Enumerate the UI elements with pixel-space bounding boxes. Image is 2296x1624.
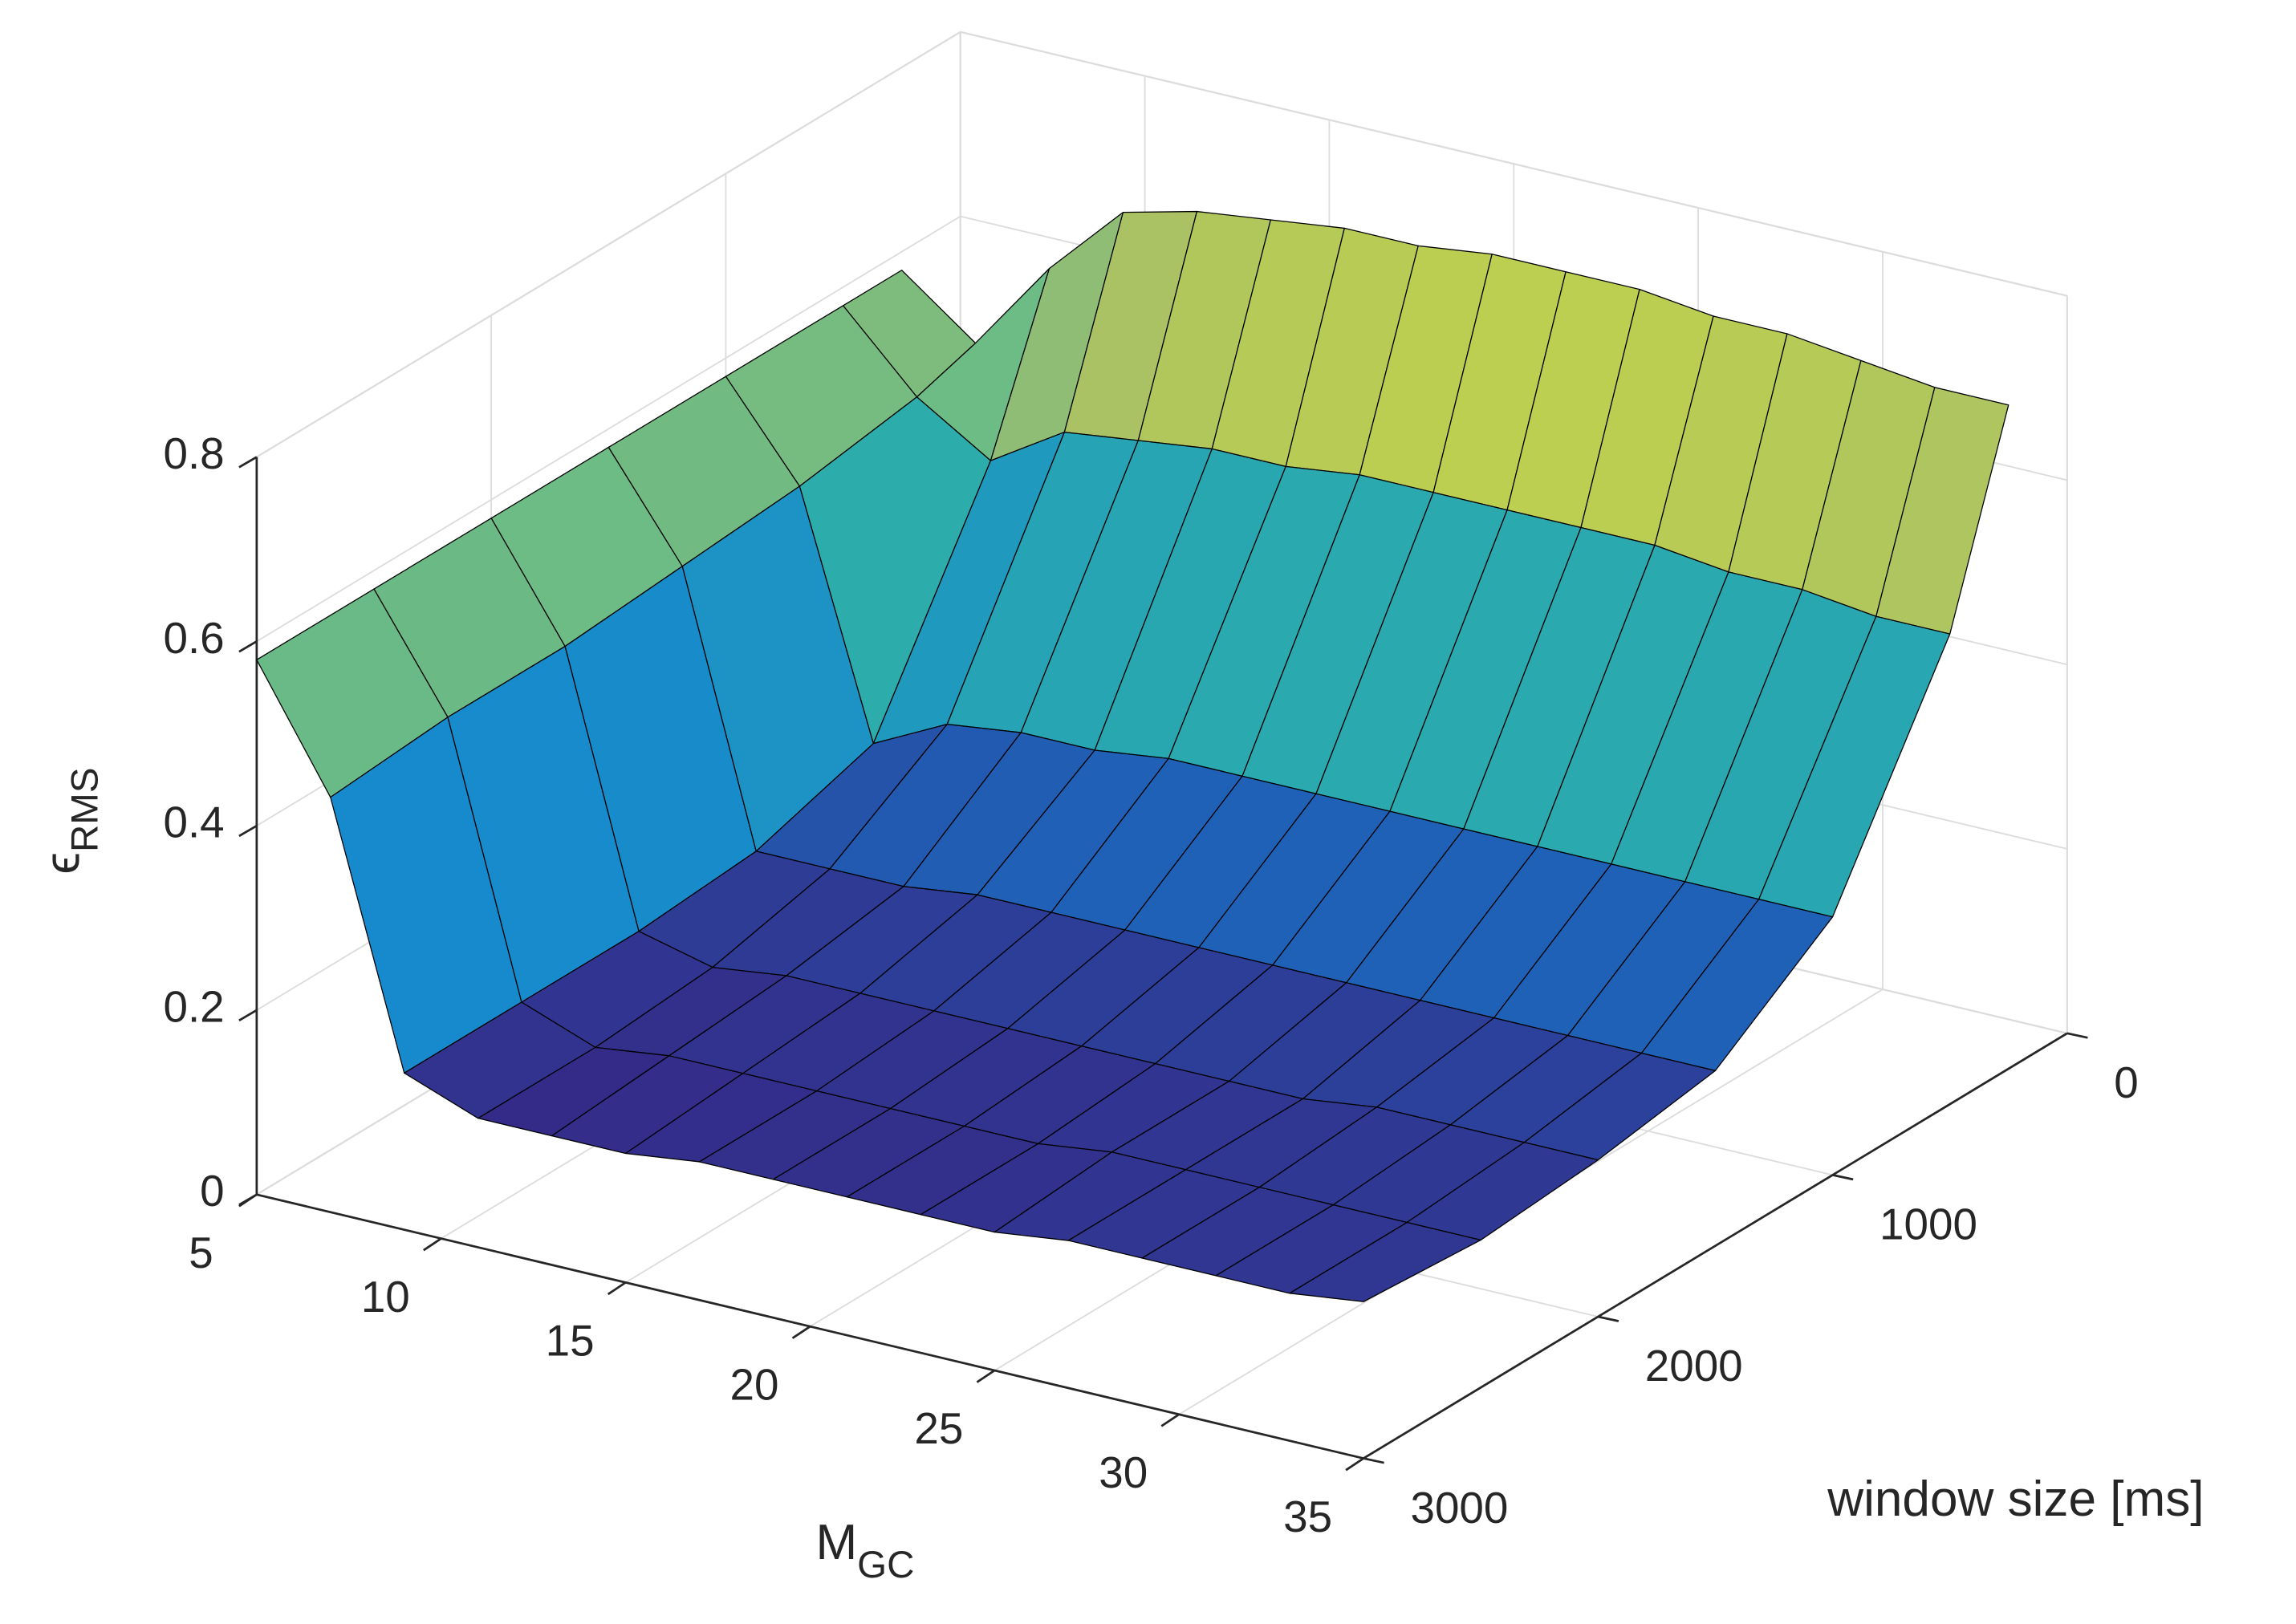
x-tick-label: 5 [189, 1228, 213, 1277]
x-tick-label: 25 [914, 1403, 963, 1453]
y-tick [1363, 1457, 1384, 1464]
x-axis-label-base: M [815, 1516, 857, 1571]
grid-line [256, 215, 961, 643]
x-tick [607, 1281, 627, 1296]
z-axis-label-sub: RMS [63, 767, 106, 852]
x-tick-label: 10 [361, 1272, 410, 1322]
x-tick [238, 1193, 258, 1208]
z-axis-label: ϵRMS [35, 767, 107, 874]
x-tick [976, 1369, 996, 1383]
y-tick [1598, 1315, 1619, 1322]
y-tick [1832, 1174, 1854, 1181]
y-axis [1363, 1032, 2068, 1460]
y-tick-label: 2000 [1645, 1341, 1743, 1391]
x-axis-label-sub: GC [857, 1544, 914, 1586]
z-tick-label: 0 [200, 1166, 224, 1216]
x-tick-label: 20 [730, 1359, 779, 1409]
x-tick-label: 15 [546, 1316, 595, 1366]
z-tick-label: 0.4 [163, 798, 224, 847]
x-tick [423, 1237, 442, 1252]
z-tick [238, 456, 258, 469]
z-tick [238, 824, 258, 838]
y-tick-label: 0 [2114, 1058, 2138, 1107]
surface-cell [1289, 1221, 1481, 1302]
y-tick-label: 3000 [1410, 1483, 1508, 1533]
z-tick-label: 0.2 [163, 981, 224, 1031]
x-tick-label: 35 [1283, 1492, 1332, 1541]
z-tick [238, 640, 258, 653]
x-axis-label: MGC [815, 1516, 914, 1587]
y-axis-label: window size [ms] [1827, 1472, 2204, 1527]
x-tick [791, 1326, 811, 1339]
x-tick [1160, 1413, 1180, 1427]
grid-line [256, 31, 961, 458]
y-tick [2066, 1032, 2088, 1039]
x-tick [1345, 1457, 1364, 1472]
y-tick-label: 1000 [1879, 1200, 1977, 1249]
x-tick-label: 30 [1099, 1447, 1148, 1497]
surface [256, 210, 2010, 1302]
z-tick [238, 1009, 258, 1021]
z-tick-label: 0.6 [163, 613, 224, 663]
z-tick-label: 0.8 [163, 428, 224, 478]
z-axis-label-base: ϵ [35, 852, 91, 874]
